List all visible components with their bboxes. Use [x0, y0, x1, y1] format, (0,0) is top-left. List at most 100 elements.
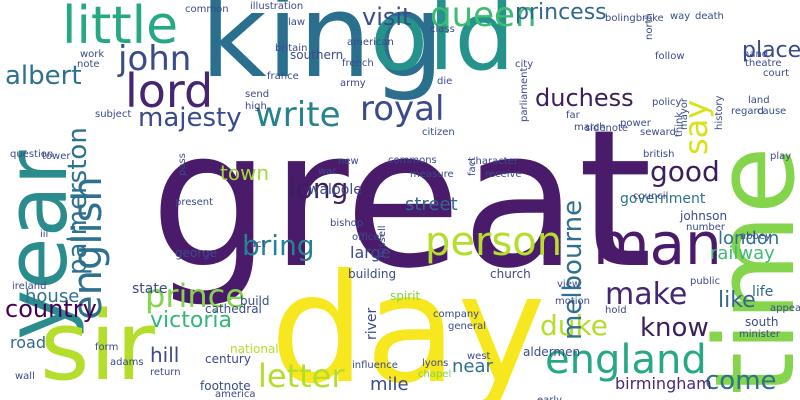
word-cloud-word: bishop — [330, 218, 364, 229]
word-cloud-word: building — [348, 267, 397, 281]
word-cloud-word: albert — [5, 61, 82, 91]
word-cloud-word: march — [574, 122, 606, 133]
word-cloud-word: life — [752, 284, 774, 300]
word-cloud-word: hand — [743, 49, 769, 60]
word-cloud-word: court — [763, 68, 789, 79]
word-cloud-word: princess — [515, 0, 607, 25]
word-cloud-word: country — [5, 295, 97, 323]
word-cloud-word: man — [593, 210, 722, 278]
word-cloud-word: pass — [177, 153, 188, 176]
word-cloud-word: measure — [410, 169, 454, 180]
word-cloud-word: high — [245, 101, 267, 112]
word-cloud-word: send — [245, 89, 270, 100]
word-cloud-word: cause — [757, 106, 787, 117]
word-cloud-word: officer — [352, 232, 384, 243]
word-cloud-word: regard — [731, 106, 764, 117]
word-cloud-word: little — [62, 0, 179, 56]
word-cloud-word: return — [150, 367, 181, 378]
word-cloud-word: melbourne — [558, 199, 588, 340]
word-cloud-word: queen — [430, 0, 537, 35]
word-cloud-word: company — [433, 309, 480, 320]
word-cloud-word: mile — [370, 374, 409, 395]
word-cloud-word: hold — [605, 305, 627, 316]
word-cloud-word: play — [770, 151, 792, 162]
word-cloud-word: power — [620, 118, 651, 129]
word-cloud-word: appear — [770, 303, 800, 314]
word-cloud-word: tower — [42, 151, 71, 162]
word-cloud-word: early — [537, 396, 562, 400]
word-cloud-word: policy — [652, 97, 682, 108]
word-cloud-word: royal — [360, 89, 445, 129]
word-cloud-word: england — [545, 337, 707, 383]
word-cloud-word: way — [670, 11, 691, 22]
word-cloud-word: sidenote — [585, 123, 629, 134]
word-cloud-word: london — [718, 228, 780, 249]
word-cloud-word: note — [77, 59, 100, 70]
word-cloud-word: army — [340, 78, 366, 89]
word-cloud-word: john — [118, 39, 192, 79]
word-cloud-word: death — [695, 11, 724, 22]
word-cloud-word: receive — [485, 169, 522, 180]
word-cloud-word: street — [405, 194, 458, 215]
word-cloud-word: view — [557, 279, 581, 290]
word-cloud-word: great — [150, 89, 653, 310]
word-cloud-word: write — [255, 95, 341, 135]
word-cloud-word: russell — [377, 225, 388, 258]
word-cloud-word: citizen — [422, 127, 455, 138]
word-cloud-word: ireland — [12, 281, 47, 292]
word-cloud-word: lyons — [422, 358, 449, 369]
word-cloud-word: cathedral — [205, 302, 262, 316]
word-cloud-word: fact — [467, 156, 478, 176]
word-cloud-word: subject — [95, 109, 132, 120]
word-cloud-word: new — [338, 156, 359, 167]
word-cloud-word: number — [686, 222, 726, 233]
word-cloud-word: work — [80, 49, 105, 60]
word-cloud-word: british — [643, 149, 675, 160]
word-cloud-word: commons — [388, 155, 437, 166]
word-cloud-word: national — [230, 342, 279, 356]
word-cloud-word: railway — [710, 243, 775, 264]
word-cloud-word: bolingbroke — [605, 13, 664, 24]
word-cloud-word: majesty — [138, 103, 242, 133]
word-cloud-word: general — [448, 321, 487, 332]
word-cloud-word: chapel — [418, 369, 452, 380]
word-cloud-word: birmingham — [615, 374, 712, 393]
word-cloud-word: west — [467, 351, 491, 362]
word-cloud-word: build — [240, 294, 270, 308]
word-cloud-word: form — [95, 342, 119, 353]
word-cloud-word: present — [175, 197, 214, 208]
word-cloud-word: place — [742, 38, 800, 63]
word-cloud-word: aldermen — [523, 345, 581, 359]
word-cloud-word: king — [200, 0, 445, 104]
word-cloud-word: visit — [362, 3, 412, 31]
word-cloud-word: motion — [555, 296, 591, 307]
word-cloud-word: large — [350, 243, 391, 262]
word-cloud-word: britain — [275, 43, 308, 54]
word-cloud-word: long — [288, 172, 349, 205]
word-cloud-word: lord — [125, 64, 214, 118]
word-cloud-word: act — [250, 239, 266, 250]
word-cloud-word: die — [437, 76, 453, 87]
word-cloud-word: illustration — [250, 1, 304, 12]
word-cloud-word: make — [605, 277, 688, 312]
word-cloud-word: common — [185, 4, 229, 15]
word-cloud-word: old — [370, 0, 515, 92]
word-cloud-word: character — [470, 156, 518, 167]
word-cloud-word: come — [705, 366, 777, 396]
word-cloud-word: class — [430, 24, 455, 35]
word-cloud-word: government — [620, 191, 706, 207]
word-cloud-word: seward — [640, 127, 676, 138]
word-cloud-word: america — [215, 389, 256, 400]
word-cloud-word: town — [220, 161, 270, 185]
word-cloud-word: abbey — [740, 231, 771, 242]
word-cloud-word: duke — [540, 309, 608, 342]
word-cloud-word: palmerston — [63, 127, 93, 275]
word-cloud-word: know — [640, 313, 709, 343]
word-cloud-word: footnote — [200, 379, 251, 393]
word-cloud-word: duchess — [535, 84, 634, 112]
word-cloud-word: follow — [655, 51, 685, 62]
word-cloud-word: war — [318, 166, 337, 177]
word-cloud-word: letter — [258, 357, 345, 395]
word-cloud-word: bring — [242, 229, 315, 262]
word-cloud-word: johnson — [680, 209, 728, 223]
